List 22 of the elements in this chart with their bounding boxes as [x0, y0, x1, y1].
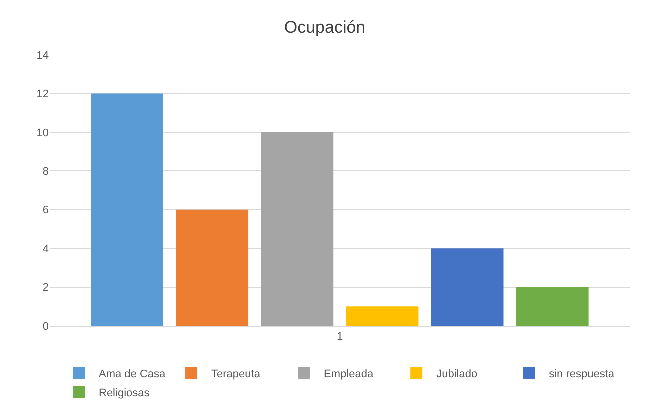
y-tick-label: 0: [42, 320, 49, 333]
y-tick-label: 12: [36, 88, 49, 101]
y-tick-label: 6: [42, 204, 49, 217]
bar: [91, 94, 164, 326]
bar: [261, 132, 334, 326]
legend-label: Jubilado: [436, 368, 478, 380]
bar: [516, 287, 589, 326]
chart-title: Ocupación: [284, 18, 366, 37]
y-tick-label: 10: [36, 127, 49, 140]
x-tick-label: 1: [336, 331, 344, 344]
bar: [176, 210, 249, 326]
y-tick-label: 2: [42, 282, 49, 294]
legend-label: Religiosas: [99, 387, 150, 400]
y-tick-label: 4: [42, 243, 49, 256]
legend-label: Terapeuta: [212, 368, 262, 380]
legend-label: sin respuesta: [549, 368, 616, 380]
legend-label: Empleada: [324, 368, 374, 380]
bar: [431, 248, 504, 326]
y-tick-label: 8: [42, 166, 49, 178]
bar: [346, 306, 419, 326]
y-tick-label: 14: [36, 50, 49, 62]
legend-label: Ama de Casa: [99, 368, 167, 380]
